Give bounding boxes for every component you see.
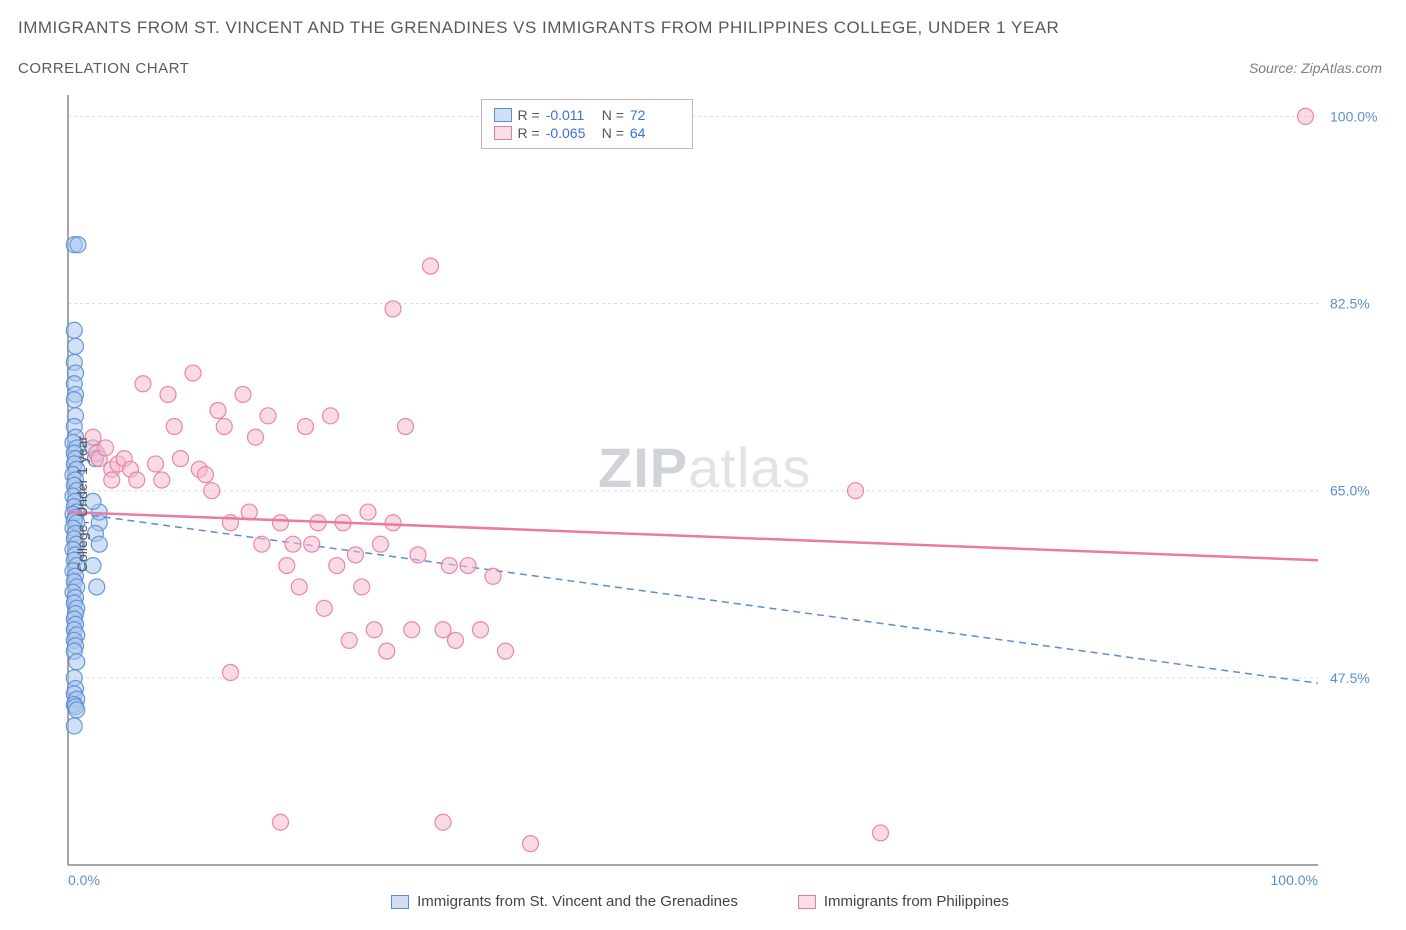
source-attribution: Source: ZipAtlas.com	[1249, 60, 1382, 76]
series-name: Immigrants from St. Vincent and the Gren…	[417, 893, 738, 910]
r-label: R =	[518, 107, 540, 123]
n-label: N =	[602, 125, 624, 141]
series-legend-item: Immigrants from Philippines	[798, 893, 1009, 910]
svg-text:47.5%: 47.5%	[1330, 670, 1370, 686]
svg-text:100.0%: 100.0%	[1330, 108, 1377, 124]
correlation-legend: R = -0.011 N = 72 R = -0.065 N = 64	[481, 99, 693, 149]
r-label: R =	[518, 125, 540, 141]
svg-text:0.0%: 0.0%	[68, 872, 100, 888]
n-value: 72	[630, 107, 680, 123]
legend-swatch	[798, 895, 816, 909]
r-value: -0.011	[546, 107, 596, 123]
scatter-chart: 47.5% 65.0% 82.5% 100.0% 0.0% 100.0%	[18, 95, 1382, 912]
n-value: 64	[630, 125, 680, 141]
r-value: -0.065	[546, 125, 596, 141]
chart-title: IMMIGRANTS FROM ST. VINCENT AND THE GREN…	[18, 18, 1059, 38]
svg-text:65.0%: 65.0%	[1330, 483, 1370, 499]
legend-swatch	[494, 108, 512, 122]
legend-swatch	[391, 895, 409, 909]
n-label: N =	[602, 107, 624, 123]
svg-text:100.0%: 100.0%	[1271, 872, 1318, 888]
legend-row: R = -0.011 N = 72	[494, 107, 680, 123]
series-legend: Immigrants from St. Vincent and the Gren…	[18, 893, 1382, 910]
legend-row: R = -0.065 N = 64	[494, 125, 680, 141]
chart-container: College, Under 1 year 47.5% 65.0% 82.5% 100…	[18, 95, 1382, 912]
legend-swatch	[494, 126, 512, 140]
svg-text:82.5%: 82.5%	[1330, 296, 1370, 312]
series-name: Immigrants from Philippines	[824, 893, 1009, 910]
series-legend-item: Immigrants from St. Vincent and the Gren…	[391, 893, 738, 910]
y-axis-label: College, Under 1 year	[74, 435, 90, 571]
chart-subtitle: CORRELATION CHART	[18, 60, 189, 77]
